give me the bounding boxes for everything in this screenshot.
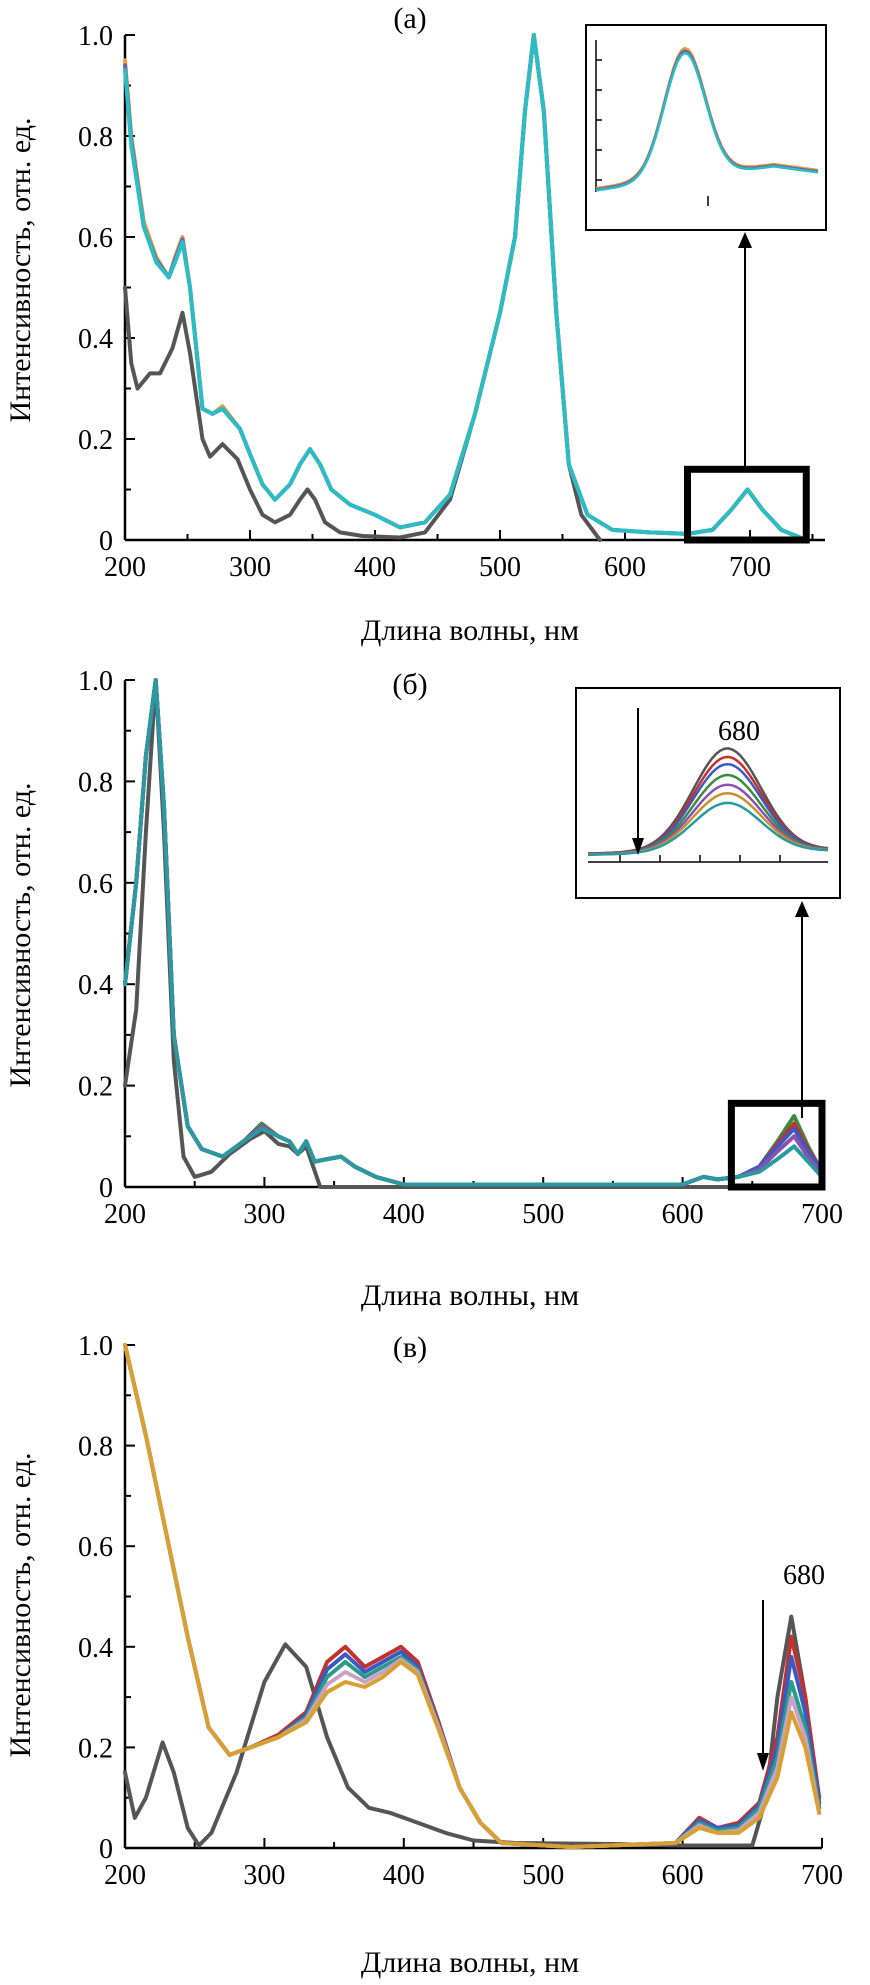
x-tick-label: 400 bbox=[383, 1199, 425, 1230]
panel-b-title: (б) bbox=[392, 668, 427, 701]
panel-c-plot: 200 300 400 500 600 700 0 0.2 0.4 0.6 0.8 1.0 bbox=[78, 1331, 843, 1891]
panel-b-inset-label: 680 bbox=[718, 716, 760, 747]
x-tick-label: 700 bbox=[801, 1199, 843, 1230]
panel-c-title: (в) bbox=[393, 1331, 427, 1364]
y-tick-label: 0.8 bbox=[78, 122, 113, 153]
inset-a-series-2 bbox=[595, 51, 819, 192]
x-tick-label: 500 bbox=[522, 1199, 564, 1230]
panel-a-inset bbox=[585, 24, 827, 470]
y-tick-label: 0.4 bbox=[78, 1633, 113, 1664]
x-tick-label: 600 bbox=[604, 552, 646, 583]
x-tick-label: 400 bbox=[354, 552, 396, 583]
panel-a-inset-plot bbox=[595, 40, 819, 206]
panel-a: (а) Интенсивность, отн. ед. Длина волны,… bbox=[4, 2, 827, 647]
y-tick-label: 0 bbox=[99, 526, 113, 557]
y-tick-label: 0.4 bbox=[78, 970, 113, 1001]
y-tick-label: 0.8 bbox=[78, 1432, 113, 1463]
x-tick-label: 700 bbox=[729, 552, 771, 583]
panel-b-inset: 680 bbox=[575, 687, 841, 1118]
panel-a-ylabel: Интенсивность, отн. ед. bbox=[4, 117, 37, 422]
x-tick-label: 300 bbox=[243, 1860, 285, 1891]
y-tick-label: 0.8 bbox=[78, 767, 113, 798]
panel-b-highlight-box bbox=[727, 1099, 826, 1191]
panel-b-inset-plot bbox=[587, 747, 829, 863]
panel-b-inset-down-arrowhead bbox=[632, 838, 644, 855]
panel-c: (в) Интенсивность, отн. ед. Длина волны,… bbox=[4, 1331, 843, 1979]
panel-c-series-2 bbox=[123, 1343, 822, 1849]
x-tick-label: 400 bbox=[383, 1860, 425, 1891]
y-tick-label: 1.0 bbox=[78, 666, 113, 697]
y-tick-label: 0.2 bbox=[78, 425, 113, 456]
panel-c-annotation: 680 bbox=[783, 1560, 825, 1591]
panel-c-series-0 bbox=[123, 1614, 822, 1848]
y-tick-label: 1.0 bbox=[78, 21, 113, 52]
panel-b: (б) Интенсивность, отн. ед. Длина волны,… bbox=[4, 666, 843, 1312]
panel-b-xlabel: Длина волны, нм bbox=[361, 1279, 579, 1312]
y-tick-label: 0 bbox=[99, 1834, 113, 1865]
panel-b-series-5 bbox=[123, 678, 824, 1187]
panel-c-series-1 bbox=[123, 1343, 822, 1849]
panel-c-series-3 bbox=[123, 1343, 822, 1849]
panel-a-series-3 bbox=[123, 33, 802, 540]
panel-c-ylabel: Интенсивность, отн. ед. bbox=[4, 1452, 37, 1757]
x-tick-label: 600 bbox=[662, 1199, 704, 1230]
panel-a-inset-arrowhead bbox=[738, 232, 752, 248]
y-tick-label: 0.2 bbox=[78, 1733, 113, 1764]
panel-a-xlabel: Длина волны, нм bbox=[361, 614, 579, 647]
x-tick-label: 300 bbox=[243, 1199, 285, 1230]
x-tick-label: 200 bbox=[104, 1860, 146, 1891]
y-tick-label: 0.6 bbox=[78, 1532, 113, 1563]
panel-c-xlabel: Длина волны, нм bbox=[361, 1946, 579, 1979]
y-tick-label: 0.4 bbox=[78, 324, 113, 355]
panel-b-ylabel: Интенсивность, отн. ед. bbox=[4, 782, 37, 1087]
panel-c-series-5 bbox=[123, 1343, 822, 1849]
y-tick-label: 0.6 bbox=[78, 223, 113, 254]
x-tick-label: 700 bbox=[801, 1860, 843, 1891]
panel-b-plot: 200 300 400 500 600 700 0 0.2 0.4 0.6 0.8 1.0 bbox=[78, 666, 843, 1230]
panel-a-highlight-box bbox=[684, 465, 810, 544]
x-tick-label: 300 bbox=[229, 552, 271, 583]
y-tick-label: 1.0 bbox=[78, 1331, 113, 1362]
x-tick-label: 500 bbox=[479, 552, 521, 583]
y-tick-label: 0.6 bbox=[78, 869, 113, 900]
panel-a-plot: 200 300 400 500 600 700 0 0.2 0.4 0.6 0.8 1.0 bbox=[78, 21, 825, 583]
panel-a-title: (а) bbox=[393, 2, 426, 35]
inset-b-series-6 bbox=[588, 801, 829, 856]
x-tick-label: 200 bbox=[104, 552, 146, 583]
panel-b-inset-arrowhead bbox=[795, 901, 809, 917]
y-tick-label: 0 bbox=[99, 1173, 113, 1204]
panel-a-series-0 bbox=[123, 33, 602, 542]
panel-c-series-4 bbox=[123, 1343, 822, 1849]
x-tick-label: 500 bbox=[522, 1860, 564, 1891]
x-tick-label: 200 bbox=[104, 1199, 146, 1230]
panel-c-down-arrowhead bbox=[757, 1753, 769, 1771]
y-tick-label: 0.2 bbox=[78, 1072, 113, 1103]
x-tick-label: 600 bbox=[662, 1860, 704, 1891]
